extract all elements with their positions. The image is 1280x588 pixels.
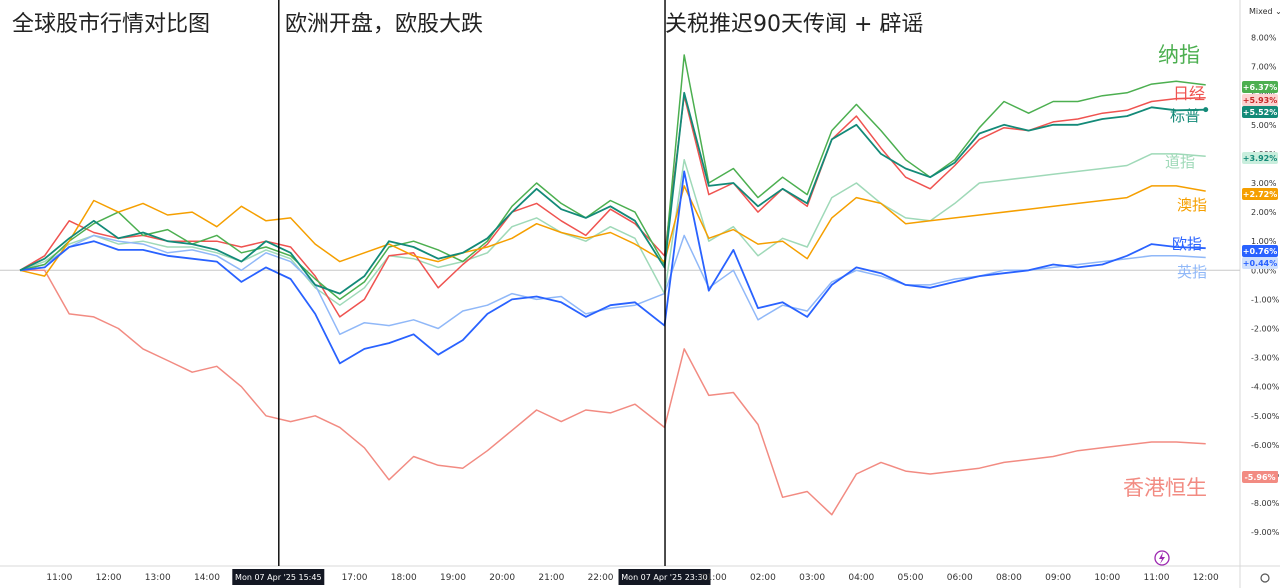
- y-tick-label: 7.00%: [1251, 63, 1277, 72]
- price-badge: [1242, 94, 1278, 106]
- y-tick-label: -5.00%: [1251, 412, 1280, 421]
- chart-controls: Mixed ⌄: [1154, 7, 1280, 583]
- y-tick-label: 1.00%: [1251, 237, 1277, 246]
- price-badge: [1242, 81, 1278, 93]
- x-tick-label: Mon 07 Apr '25 23:30: [621, 573, 708, 582]
- series-label-6: 英指: [1177, 263, 1207, 281]
- y-tick-label: -6.00%: [1251, 441, 1280, 450]
- price-badge-value: +6.37%: [1243, 83, 1277, 92]
- y-tick-label: 3.00%: [1251, 179, 1277, 188]
- price-badge-value: +5.93%: [1243, 96, 1277, 105]
- series-label-0: 纳指: [1158, 43, 1200, 67]
- section-title-1: 欧洲开盘，欧股大跌: [285, 12, 483, 37]
- x-tick-label: 01:00: [701, 573, 727, 583]
- series-line-2: [19, 91, 1206, 295]
- price-badge-value: -5.96%: [1244, 473, 1275, 482]
- price-badge-value: +3.92%: [1243, 154, 1277, 163]
- series-end-dot: [1203, 107, 1209, 113]
- x-tick-label: 21:00: [538, 573, 564, 583]
- section-titles: 全球股市行情对比图 欧洲开盘，欧股大跌 关税推迟90天传闻 + 辟谣: [12, 12, 923, 37]
- series-label-5: 欧指: [1172, 235, 1202, 253]
- lightning-icon[interactable]: [1154, 550, 1170, 566]
- series-line-4: [19, 185, 1206, 277]
- lightning-icon-glyph: [1159, 552, 1165, 564]
- x-tick-label: 12:00: [1193, 573, 1219, 583]
- series-line-3: [19, 153, 1206, 306]
- y-tick-label: -8.00%: [1251, 499, 1280, 508]
- series-label-7: 香港恒生: [1123, 476, 1207, 500]
- y-tick-label: 2.00%: [1251, 208, 1277, 217]
- price-badge: [1242, 245, 1278, 257]
- price-badge-value: +2.72%: [1243, 190, 1277, 199]
- gear-icon[interactable]: [1260, 573, 1270, 583]
- x-tick-label: 02:00: [750, 573, 776, 583]
- x-tick-label: 05:00: [898, 573, 924, 583]
- price-badge: [1242, 106, 1278, 118]
- price-badge-value: +0.44%: [1243, 259, 1277, 268]
- x-axis-ticks: 11:00 12:00 13:00 14:00 Mon 07 Apr '25 15:45…: [46, 569, 1219, 585]
- y-tick-label: 5.00%: [1251, 121, 1277, 130]
- y-tick-label: -9.00%: [1251, 528, 1280, 537]
- x-tick-highlight: [618, 569, 711, 585]
- series-line-5: [19, 170, 1206, 365]
- price-badge: [1242, 257, 1278, 269]
- x-tick-label: 06:00: [947, 573, 973, 583]
- x-tick-label: 11:00: [46, 573, 72, 583]
- series-label-3: 道指: [1165, 153, 1195, 171]
- series-line-1: [19, 94, 1206, 318]
- series-label-2: 标普: [1170, 107, 1200, 125]
- series-line-0: [19, 54, 1206, 301]
- price-badge-value: +0.76%: [1243, 247, 1277, 256]
- price-badge-value: +5.52%: [1243, 108, 1277, 117]
- x-tick-label: 09:00: [1045, 573, 1071, 583]
- x-tick-label: 12:00: [96, 573, 122, 583]
- x-tick-label: 10:00: [1094, 573, 1120, 583]
- x-tick-label: 17:00: [342, 573, 368, 583]
- vertical-markers: [278, 0, 666, 566]
- y-tick-label: -4.00%: [1251, 383, 1280, 392]
- section-title-0: 全球股市行情对比图: [12, 12, 210, 37]
- price-badge: [1242, 188, 1278, 200]
- x-tick-label: 11:00: [1144, 573, 1170, 583]
- scale-mode-dropdown[interactable]: Mixed ⌄: [1249, 7, 1280, 16]
- x-tick-label: 19:00: [440, 573, 466, 583]
- y-tick-label: -2.00%: [1251, 325, 1280, 334]
- x-tick-label: 08:00: [996, 573, 1022, 583]
- series-line-7: [20, 269, 1206, 516]
- price-badge: [1242, 152, 1278, 164]
- x-tick-label: 14:00: [194, 573, 220, 583]
- x-tick-label: 20:00: [489, 573, 515, 583]
- x-tick-highlight: [232, 569, 325, 585]
- x-tick-label: Mon 07 Apr '25 15:45: [235, 573, 322, 582]
- y-tick-label: 0.00%: [1251, 266, 1277, 275]
- x-tick-label: 13:00: [145, 573, 171, 583]
- series-lines: [19, 54, 1209, 516]
- series-line-6: [19, 234, 1206, 336]
- section-title-2: 关税推迟90天传闻 + 辟谣: [665, 12, 923, 37]
- series-label-4: 澳指: [1177, 196, 1207, 214]
- series-label-1: 日经: [1173, 84, 1205, 103]
- y-tick-label: -3.00%: [1251, 354, 1280, 363]
- x-tick-label: 03:00: [799, 573, 825, 583]
- price-badges: +6.37% +5.93% +5.52% +3.92% +2.72% +0.76% +0.4…: [1242, 81, 1278, 483]
- x-tick-label: 04:00: [848, 573, 874, 583]
- y-tick-label: 8.00%: [1251, 34, 1277, 43]
- y-tick-label: -1.00%: [1251, 295, 1280, 304]
- x-tick-label: 22:00: [588, 573, 614, 583]
- x-tick-label: 18:00: [391, 573, 417, 583]
- price-badge: [1242, 471, 1278, 483]
